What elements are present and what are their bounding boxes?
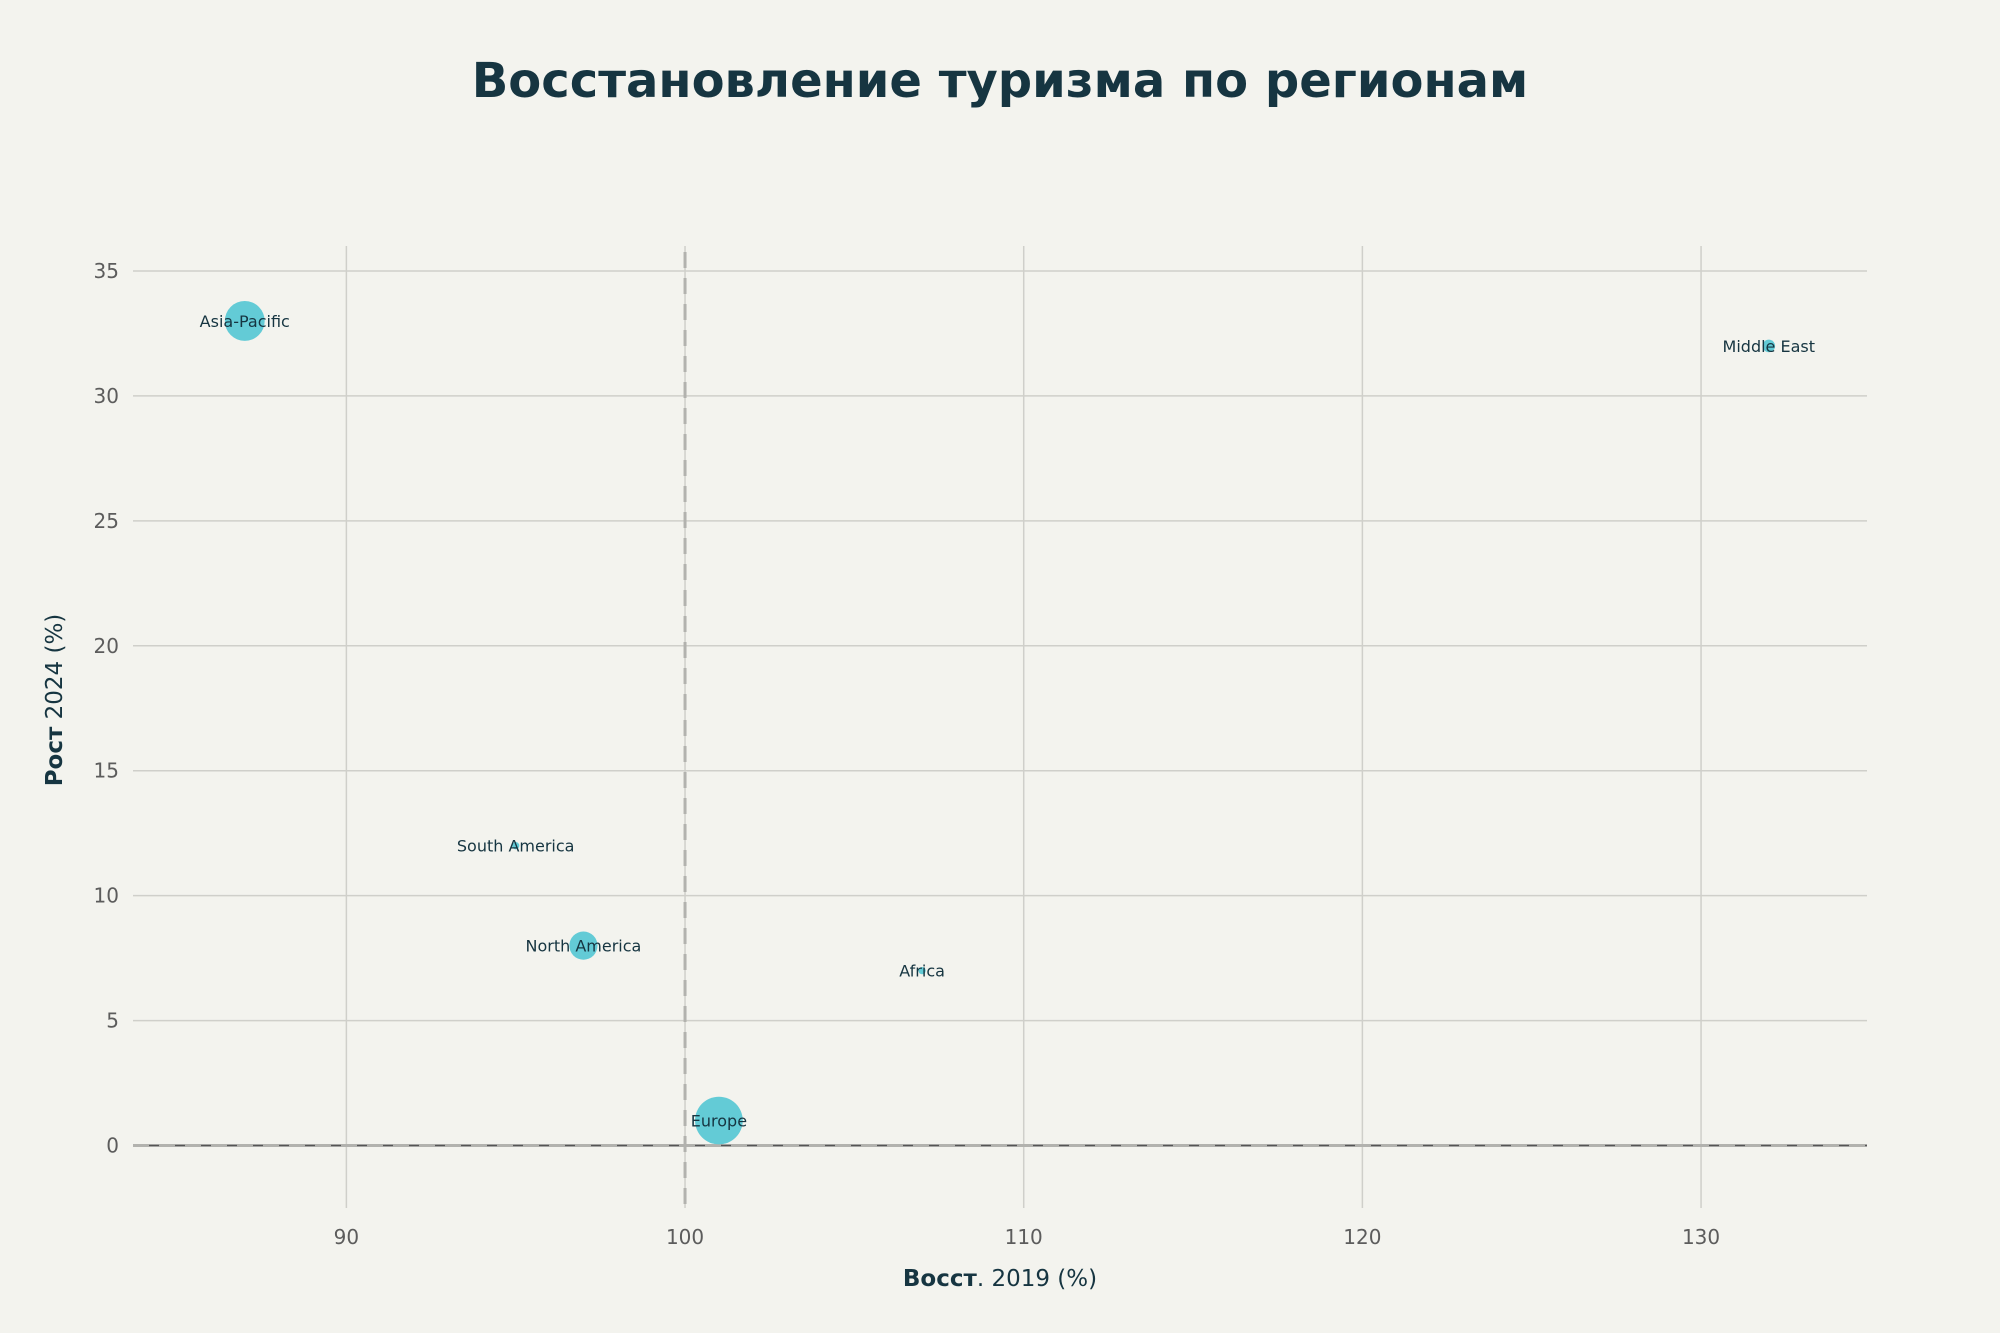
x-tick-label: 100	[666, 1225, 704, 1249]
data-point	[1762, 339, 1776, 353]
y-axis-label-bold: Рост	[42, 726, 68, 786]
data-point	[512, 842, 520, 850]
x-axis-label-rest: . 2019 (%)	[977, 1266, 1097, 1292]
data-point	[569, 931, 598, 960]
data-point	[918, 966, 926, 975]
y-tick-label: 15	[94, 759, 119, 783]
data-point-label: Middle East	[1723, 337, 1815, 356]
y-tick-label: 35	[94, 259, 119, 283]
data-point	[224, 301, 265, 341]
x-axis-label: Восст. 2019 (%)	[903, 1266, 1097, 1292]
x-axis-label-bold: Восст	[903, 1266, 978, 1292]
data-point-label: North America	[526, 937, 642, 956]
data-points: Asia-Pacific Middle East South America Nort…	[200, 301, 1815, 1145]
data-point-label: Asia-Pacific	[200, 312, 290, 331]
y-tick-label: 5	[106, 1009, 119, 1033]
grid	[133, 246, 1867, 1208]
x-tick-label: 90	[334, 1225, 359, 1249]
data-point	[695, 1096, 743, 1145]
y-tick-label: 30	[94, 384, 119, 408]
ticks: 90 100 110 120 130 0 5 10 15 20 25 30 35	[94, 259, 1721, 1249]
y-tick-label: 25	[94, 509, 119, 533]
y-axis-label-rest: 2024 (%)	[42, 614, 68, 727]
y-tick-label: 0	[106, 1134, 119, 1158]
x-tick-label: 120	[1343, 1225, 1381, 1249]
y-axis-label: Рост 2024 (%)	[42, 614, 68, 787]
data-point-label: South America	[457, 837, 575, 856]
data-point-label: Europe	[691, 1112, 747, 1131]
chart-title: Восстановление туризма по регионам	[472, 53, 1529, 109]
axes	[133, 252, 1867, 1208]
x-tick-label: 130	[1682, 1225, 1720, 1249]
data-point-label: Africa	[899, 962, 945, 981]
x-tick-label: 110	[1005, 1225, 1043, 1249]
y-tick-label: 20	[94, 634, 119, 658]
y-tick-label: 10	[94, 884, 119, 908]
